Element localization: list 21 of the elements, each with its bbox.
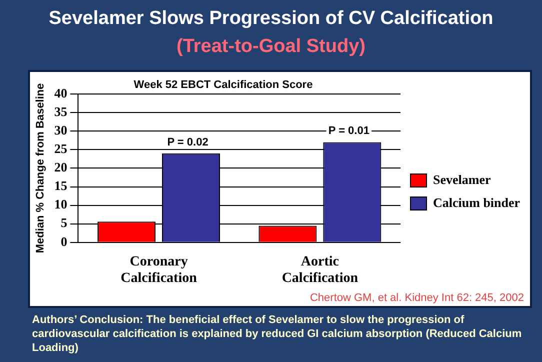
y-tick-label: 30 [54, 122, 68, 138]
legend-label: Calcium binder [433, 194, 520, 210]
x-tick-label: Coronary Calcification [120, 254, 198, 286]
y-tick-label: 0 [60, 234, 68, 249]
text: Authors’ Conclusion: The beneficial effect of Sevelamer to slow the progression of cardiovascular calcification is explained by reduced GI calcium absorption (Reduced Calcium Loading) [32, 313, 523, 355]
y-tick-label: 40 [54, 85, 68, 100]
chart-subtitle: (Treat-to-Goal Study) [176, 36, 366, 58]
legend-label: Sevelamer [433, 172, 491, 187]
y-tick-label: 20 [54, 160, 68, 175]
text: Week 52 EBCT Calcification Score [134, 79, 313, 91]
y-tick-label: 5 [60, 215, 68, 230]
y-tick-label: 35 [54, 104, 68, 119]
y-tick-label: 15 [54, 178, 68, 194]
annotation: P = 0.02 [167, 136, 208, 148]
annotation: P = 0.01 [328, 125, 370, 138]
x-tick-label: Aortic Calcification [282, 254, 358, 286]
chart-title: Sevelamer Slows Progression of CV Calcification [48, 8, 494, 30]
y-tick-label: 10 [54, 196, 68, 212]
y-axis-title: Median % Change from Baseline [34, 83, 47, 254]
y-tick-label: 25 [54, 141, 68, 156]
text: Chertow GM, et al. Kidney Int 62: 245, 2002 [310, 292, 524, 304]
